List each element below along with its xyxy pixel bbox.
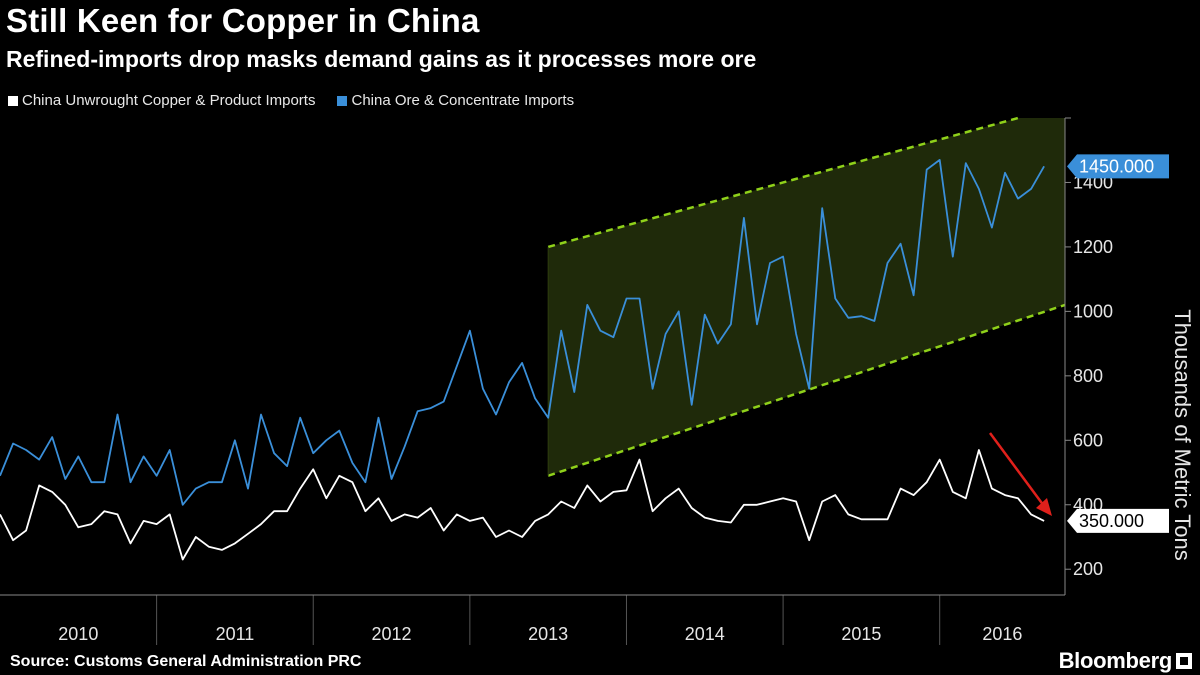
trend-channel-fill <box>548 118 1065 476</box>
last-value-unwrought-label: 350.000 <box>1079 511 1144 531</box>
y-tick-label: 1000 <box>1073 301 1113 321</box>
x-tick-label: 2016 <box>982 624 1022 644</box>
last-value-ore-tag <box>1067 154 1169 179</box>
decline-arrow-head <box>1036 498 1052 516</box>
trend-channel-upper <box>547 116 1019 249</box>
x-tick-label: 2010 <box>58 624 98 644</box>
brand-name: Bloomberg <box>1058 648 1173 673</box>
source-note: Source: Customs General Administration P… <box>10 653 362 670</box>
bloomberg-logo: Bloomberg <box>1059 648 1192 674</box>
x-tick-label: 2015 <box>841 624 881 644</box>
last-value-ore-label: 1450.000 <box>1079 156 1154 176</box>
series-line-unwrought <box>0 449 1045 561</box>
legend-label-unwrought: China Unwrought Copper & Product Imports <box>22 92 316 109</box>
last-value-unwrought-tag <box>1067 508 1169 533</box>
x-tick-label: 2011 <box>216 624 255 644</box>
legend-label-ore: China Ore & Concentrate Imports <box>351 92 575 109</box>
x-tick-label: 2013 <box>528 624 568 644</box>
y-tick-label: 200 <box>1073 559 1103 579</box>
y-tick-label: 600 <box>1073 430 1103 450</box>
legend-swatch-ore <box>337 95 348 106</box>
legend-item-ore: China Ore & Concentrate Imports <box>337 92 574 109</box>
legend-item-unwrought: China Unwrought Copper & Product Imports <box>8 92 315 109</box>
x-tick-label: 2012 <box>372 624 412 644</box>
series-line-ore <box>0 159 1045 506</box>
legend-swatch-unwrought <box>8 95 18 106</box>
y-tick-label: 800 <box>1073 366 1103 386</box>
brand-mark-icon <box>1176 653 1192 669</box>
trend-channel-lower <box>547 303 1066 477</box>
decline-arrow-shaft <box>988 432 1046 507</box>
chart-subtitle: Refined-imports drop masks demand gains … <box>6 46 757 72</box>
x-tick-label: 2014 <box>685 624 725 644</box>
legend: China Unwrought Copper & Product Imports… <box>8 92 574 109</box>
chart-title: Still Keen for Copper in China <box>6 2 480 39</box>
y-tick-label: 1200 <box>1073 237 1113 257</box>
y-axis-title: Thousands of Metric Tons <box>1170 309 1195 561</box>
